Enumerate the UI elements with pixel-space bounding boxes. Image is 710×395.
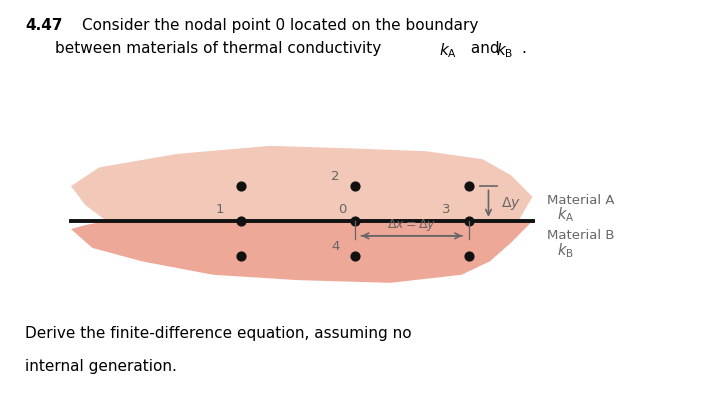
Text: and: and bbox=[466, 41, 505, 56]
Point bbox=[236, 253, 247, 259]
Point bbox=[463, 253, 474, 259]
Text: $k_\mathrm{A}$: $k_\mathrm{A}$ bbox=[439, 41, 457, 60]
Text: 4.47: 4.47 bbox=[25, 18, 62, 33]
Text: $k_\mathrm{A}$: $k_\mathrm{A}$ bbox=[557, 206, 574, 224]
Point bbox=[349, 183, 361, 189]
Text: Material A: Material A bbox=[547, 194, 614, 207]
Text: .: . bbox=[522, 41, 527, 56]
Text: $k_\mathrm{B}$: $k_\mathrm{B}$ bbox=[496, 41, 513, 60]
Text: Material B: Material B bbox=[547, 229, 614, 242]
Point bbox=[236, 183, 247, 189]
Text: Derive the finite-difference equation, assuming no: Derive the finite-difference equation, a… bbox=[25, 326, 412, 341]
Point bbox=[236, 218, 247, 224]
Point bbox=[349, 218, 361, 224]
Text: 2: 2 bbox=[331, 170, 339, 183]
Text: $k_\mathrm{B}$: $k_\mathrm{B}$ bbox=[557, 241, 574, 260]
Text: Consider the nodal point 0 located on the boundary: Consider the nodal point 0 located on th… bbox=[82, 18, 478, 33]
Text: 1: 1 bbox=[215, 203, 224, 216]
Point bbox=[463, 218, 474, 224]
Text: $\Delta x = \Delta y$: $\Delta x = \Delta y$ bbox=[387, 216, 437, 233]
Text: between materials of thermal conductivity: between materials of thermal conductivit… bbox=[55, 41, 386, 56]
Text: internal generation.: internal generation. bbox=[25, 359, 177, 374]
Point bbox=[349, 253, 361, 259]
Point bbox=[463, 183, 474, 189]
Text: 4: 4 bbox=[331, 240, 339, 253]
Text: 3: 3 bbox=[442, 203, 451, 216]
Text: $\Delta y$: $\Delta y$ bbox=[501, 195, 521, 212]
Text: 0: 0 bbox=[338, 203, 346, 216]
